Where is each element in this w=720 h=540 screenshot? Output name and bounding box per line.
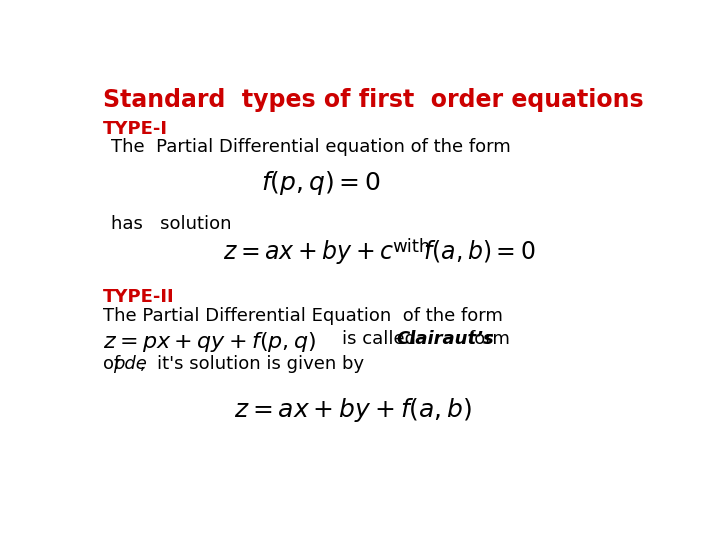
Text: with: with	[392, 238, 431, 256]
Text: $z=ax+by+f(a,b)$: $z=ax+by+f(a,b)$	[234, 396, 472, 424]
Text: $z=px+qy+f(p,q)$: $z=px+qy+f(p,q)$	[104, 330, 317, 354]
Text: Standard  types of first  order equations: Standard types of first order equations	[104, 88, 644, 112]
Text: ,  it's solution is given by: , it's solution is given by	[134, 355, 364, 373]
Text: The Partial Differential Equation  of the form: The Partial Differential Equation of the…	[104, 307, 503, 325]
Text: pde: pde	[112, 355, 146, 373]
Text: is called: is called	[342, 330, 416, 348]
Text: TYPE-I: TYPE-I	[104, 120, 168, 138]
Text: TYPE-II: TYPE-II	[104, 288, 175, 306]
Text: has   solution: has solution	[111, 215, 232, 233]
Text: The  Partial Differential equation of the form: The Partial Differential equation of the…	[111, 138, 510, 156]
Text: $f(a,b)=0$: $f(a,b)=0$	[423, 238, 536, 264]
Text: Clairaut’s: Clairaut’s	[396, 330, 494, 348]
Text: form: form	[469, 330, 511, 348]
Text: $z=ax+by+c$: $z=ax+by+c$	[222, 238, 395, 266]
Text: of: of	[104, 355, 126, 373]
Text: $f(p,q)=0$: $f(p,q)=0$	[261, 168, 381, 197]
